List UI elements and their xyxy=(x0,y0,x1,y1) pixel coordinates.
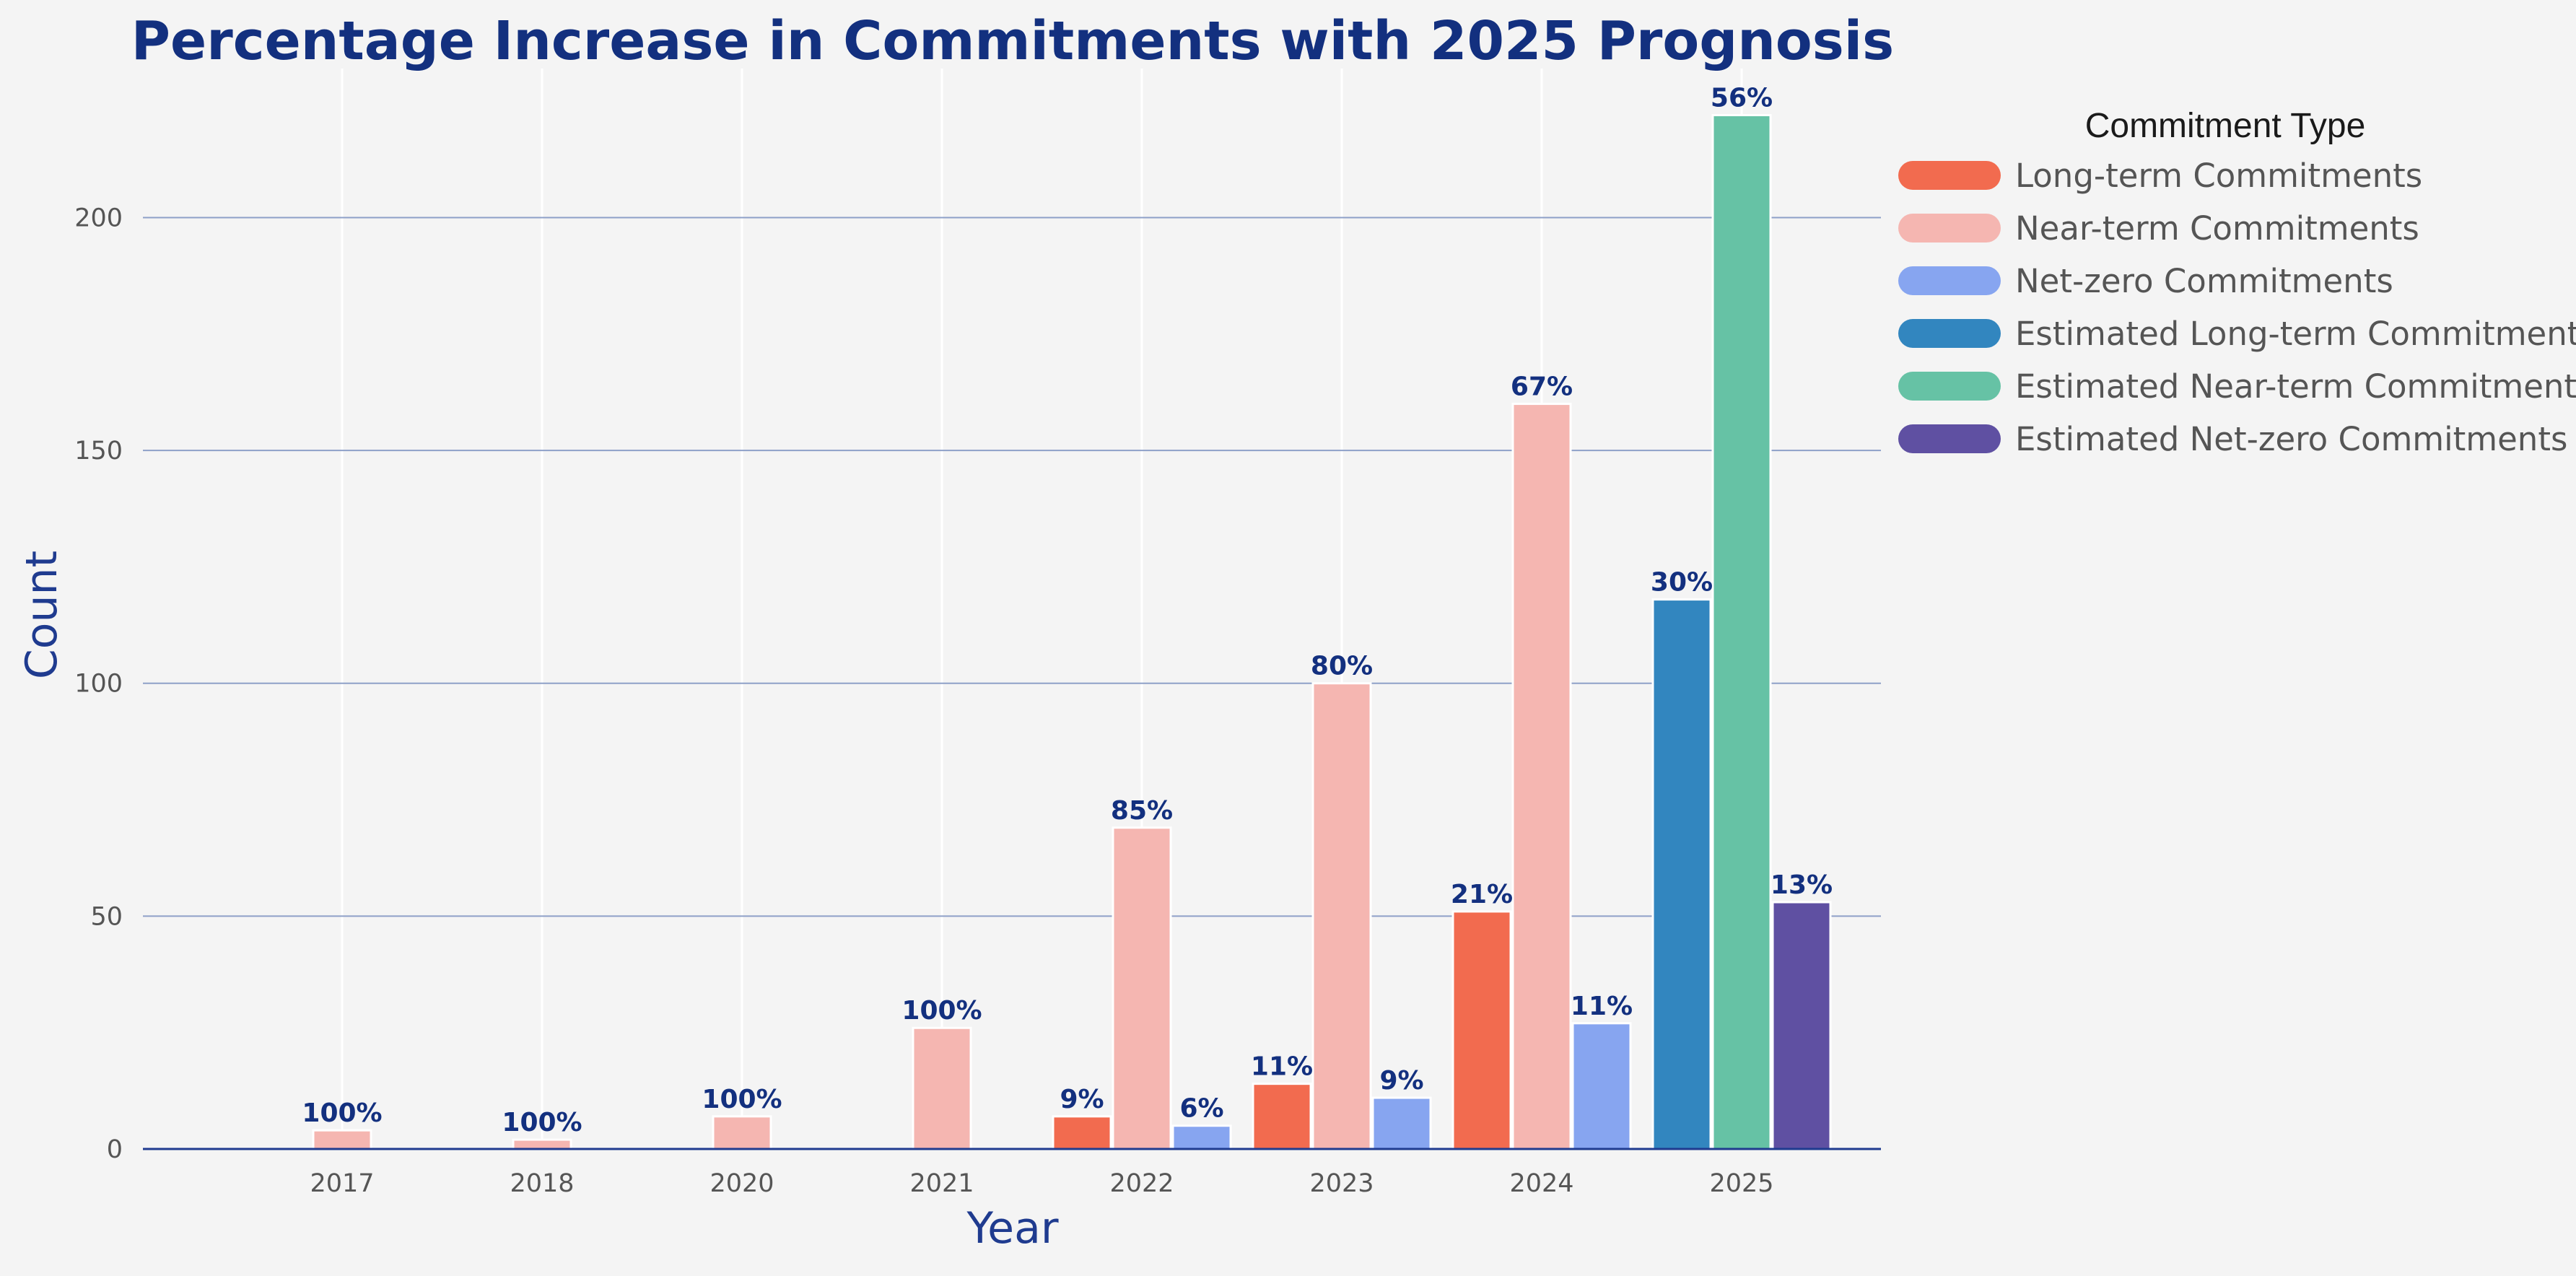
bar-data-label: 13% xyxy=(1771,870,1833,900)
y-tick-label: 0 xyxy=(107,1135,123,1164)
bar-layer xyxy=(312,114,1832,1150)
bar xyxy=(1171,1124,1232,1150)
legend-label: Estimated Long-term Commitments xyxy=(2015,315,2576,353)
bar xyxy=(912,1026,972,1150)
legend-label: Net-zero Commitments xyxy=(2015,262,2393,300)
x-tick-label: 2023 xyxy=(1309,1169,1374,1198)
bar-data-label: 30% xyxy=(1651,568,1713,598)
x-tick-label: 2022 xyxy=(1109,1169,1174,1198)
y-axis-title: Count xyxy=(17,551,67,679)
x-tick-label: 2021 xyxy=(909,1169,974,1198)
bar-data-label: 100% xyxy=(901,996,982,1026)
bar-data-label: 9% xyxy=(1060,1085,1104,1114)
legend-swatch xyxy=(1898,214,2001,242)
x-tick-label: 2018 xyxy=(510,1169,574,1198)
bar-data-label: 11% xyxy=(1571,992,1633,1021)
axis-layer: 0 50 100 150 200 2017 2018 2020 2021 2022 2023 2024… xyxy=(74,204,1881,1198)
bar xyxy=(512,1138,572,1150)
y-tick-label: 50 xyxy=(90,902,123,931)
bar-data-label: 67% xyxy=(1511,372,1573,402)
legend: Commitment Type Long-term Commitments Nea… xyxy=(1898,107,2576,458)
legend-swatch xyxy=(1898,161,2001,190)
legend-swatch xyxy=(1898,319,2001,348)
bar xyxy=(1571,1022,1632,1150)
bar-data-label: 100% xyxy=(502,1108,582,1137)
bar xyxy=(1651,598,1712,1150)
bar-label-layer: 100% 100% 100% 100% 9% 85% 6% 11% 80% 9% 21% 67% 11%… xyxy=(302,84,1833,1138)
bar-data-label: 11% xyxy=(1251,1052,1313,1082)
legend-label: Estimated Net-zero Commitments xyxy=(2015,420,2567,458)
x-tick-label: 2020 xyxy=(710,1169,774,1198)
bar-data-label: 100% xyxy=(302,1098,382,1128)
bar-data-label: 6% xyxy=(1179,1094,1223,1124)
y-tick-label: 150 xyxy=(74,437,123,466)
y-tick-label: 100 xyxy=(74,670,123,699)
bar-data-label: 80% xyxy=(1311,652,1373,681)
bar-data-label: 56% xyxy=(1711,84,1773,113)
bar xyxy=(1511,403,1572,1150)
bar xyxy=(1451,910,1512,1150)
bar xyxy=(1112,826,1172,1150)
legend-swatch xyxy=(1898,266,2001,295)
x-axis-title: Year xyxy=(966,1203,1058,1254)
y-tick-label: 200 xyxy=(74,204,123,232)
legend-title: Commitment Type xyxy=(2085,107,2366,145)
bar-data-label: 100% xyxy=(702,1085,782,1114)
bar xyxy=(1311,682,1372,1150)
bar-data-label: 21% xyxy=(1451,880,1513,909)
bar xyxy=(1711,114,1772,1150)
x-tick-label: 2024 xyxy=(1509,1169,1573,1198)
legend-label: Near-term Commitments xyxy=(2015,209,2419,248)
bar xyxy=(712,1115,772,1150)
legend-label: Long-term Commitments xyxy=(2015,157,2422,195)
legend-label: Estimated Near-term Commitments xyxy=(2015,367,2576,406)
chart-title: Percentage Increase in Commitments with … xyxy=(131,10,1894,72)
bar xyxy=(1371,1096,1432,1150)
bar xyxy=(1771,901,1832,1150)
bar xyxy=(1052,1115,1112,1150)
bar xyxy=(1252,1083,1312,1150)
x-tick-label: 2025 xyxy=(1709,1169,1773,1198)
bar xyxy=(312,1129,372,1150)
legend-swatch xyxy=(1898,372,2001,401)
bar-data-label: 85% xyxy=(1111,796,1173,826)
bar-data-label: 9% xyxy=(1379,1066,1423,1096)
x-tick-label: 2017 xyxy=(310,1169,374,1198)
grid-layer xyxy=(143,69,1881,1149)
legend-swatch xyxy=(1898,424,2001,453)
